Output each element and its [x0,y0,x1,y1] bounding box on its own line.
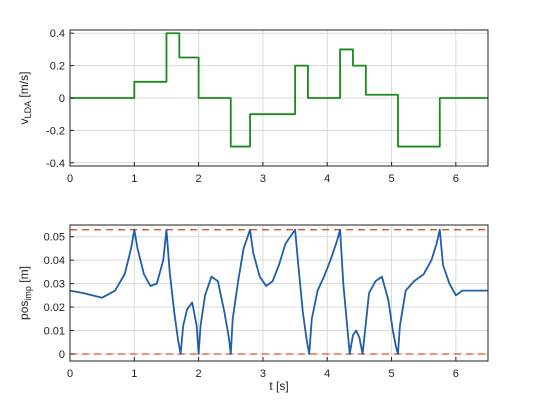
axes-frame [69,224,489,362]
x-tick-label: 4 [324,173,330,185]
y-tick-label: 0.01 [44,326,65,338]
velocity-series-line [70,32,488,148]
y-tick-label: 0.2 [50,61,65,73]
x-tick-label: 0 [67,173,73,185]
x-tick-label: 3 [260,173,266,185]
x-tick-label: 6 [453,368,459,380]
y-tick-label: 0 [59,93,65,105]
x-tick-label: 0 [67,368,73,380]
y-tick-label: -0.2 [46,125,65,137]
x-tick-label: 4 [324,368,330,380]
x-tick-label: 2 [196,368,202,380]
x-axis-label: t [s] [269,379,288,393]
x-tick-label: 6 [453,173,459,185]
y-tick-label: 0.02 [44,302,65,314]
y-axis-label: posimp [m] [17,266,33,320]
y-tick-label: 0.04 [44,255,65,267]
position-series-line [69,228,488,355]
y-tick-label: 0.05 [44,232,65,244]
y-tick-label: 0 [59,349,65,361]
x-tick-label: 3 [260,368,266,380]
y-axis-label: vLDA [m/s] [17,72,33,125]
x-tick-label: 5 [388,173,394,185]
y-tick-label: -0.4 [46,158,65,170]
x-tick-label: 1 [131,368,137,380]
x-tick-label: 1 [131,173,137,185]
x-tick-label: 2 [196,173,202,185]
y-tick-label: 0.4 [50,28,65,40]
y-tick-label: 0.03 [44,279,65,291]
position-plot: 0 1 2 3 4 5 6 0 0.01 0.02 0.03 0.04 0.05 posimp [m] t … [17,224,489,393]
velocity-plot: 0 1 2 3 4 5 6 -0.4 -0.2 0 0.2 0.4 vLDA [m/s] [17,28,489,185]
x-tick-label: 5 [388,368,394,380]
